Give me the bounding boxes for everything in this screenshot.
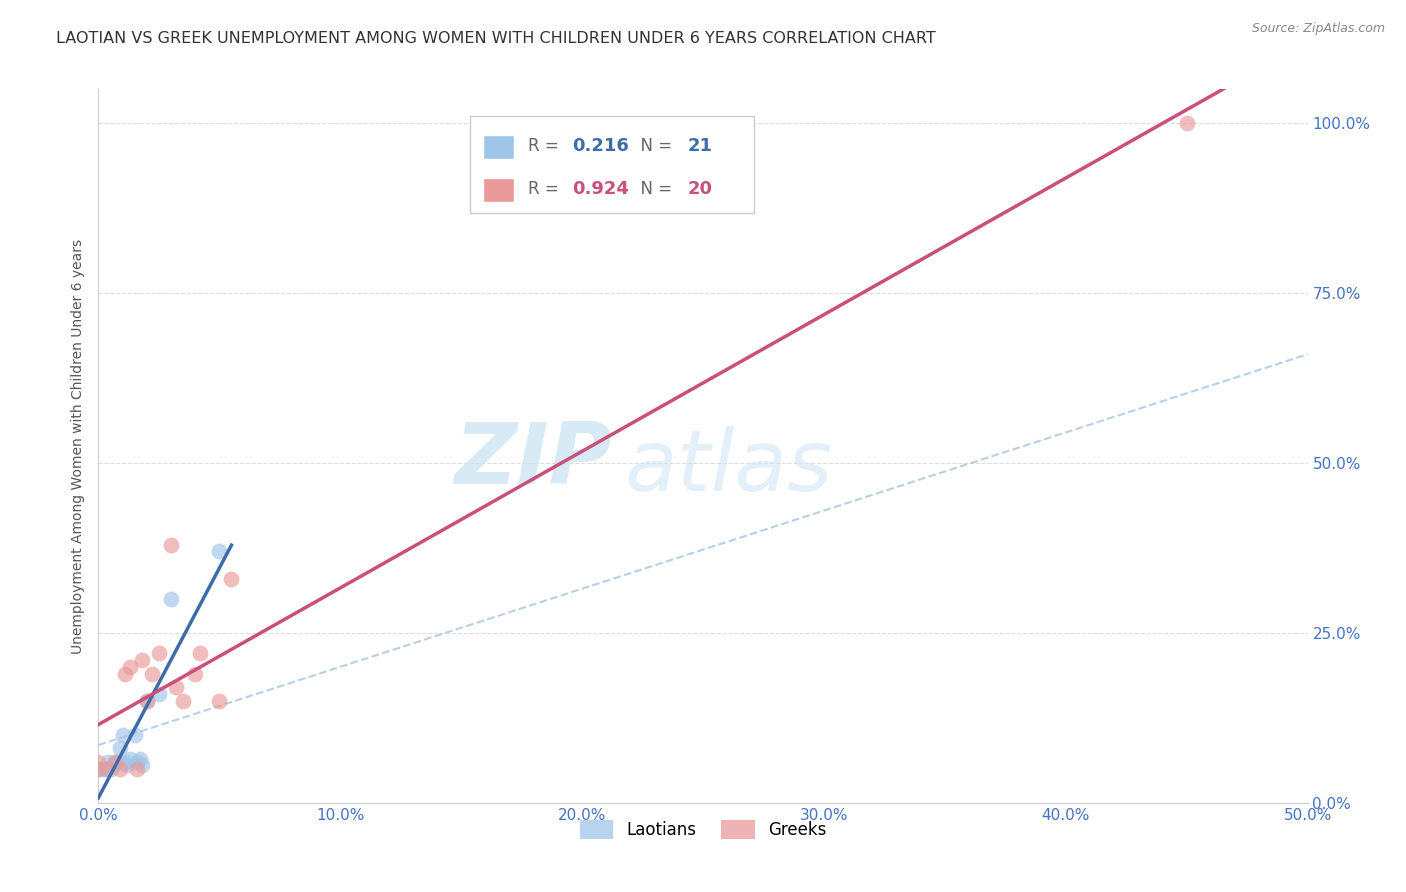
Point — [101, 758, 124, 772]
Point — [148, 646, 170, 660]
Point — [117, 758, 139, 772]
Point — [118, 660, 141, 674]
Point — [114, 755, 136, 769]
Point — [108, 741, 131, 756]
Text: atlas: atlas — [624, 425, 832, 509]
Y-axis label: Unemployment Among Women with Children Under 6 years: Unemployment Among Women with Children U… — [70, 238, 84, 654]
Point — [87, 755, 110, 769]
Point — [148, 687, 170, 701]
FancyBboxPatch shape — [470, 116, 754, 212]
Text: Source: ZipAtlas.com: Source: ZipAtlas.com — [1251, 22, 1385, 36]
Text: 20: 20 — [688, 180, 713, 198]
Point — [107, 755, 129, 769]
Point — [128, 751, 150, 765]
Point — [104, 755, 127, 769]
Point — [188, 646, 211, 660]
Point — [221, 572, 243, 586]
Text: 0.924: 0.924 — [572, 180, 630, 198]
Point — [104, 755, 127, 769]
Point — [208, 544, 231, 558]
Point — [135, 694, 157, 708]
Point — [160, 591, 183, 606]
Text: 0.216: 0.216 — [572, 137, 630, 155]
Point — [1175, 116, 1198, 130]
Point — [91, 762, 114, 776]
Point — [114, 666, 136, 681]
Point — [131, 653, 153, 667]
Point — [100, 762, 122, 776]
Point — [172, 694, 194, 708]
Text: ZIP: ZIP — [454, 418, 613, 502]
Point — [87, 762, 110, 776]
Text: LAOTIAN VS GREEK UNEMPLOYMENT AMONG WOMEN WITH CHILDREN UNDER 6 YEARS CORRELATIO: LAOTIAN VS GREEK UNEMPLOYMENT AMONG WOME… — [56, 31, 936, 46]
Text: R =: R = — [527, 137, 564, 155]
Point — [97, 755, 120, 769]
Point — [160, 537, 183, 551]
Legend: Laotians, Greeks: Laotians, Greeks — [574, 814, 832, 846]
Point — [135, 694, 157, 708]
Point — [165, 680, 187, 694]
Point — [108, 762, 131, 776]
Point — [131, 758, 153, 772]
Point — [184, 666, 207, 681]
Point — [97, 762, 120, 776]
FancyBboxPatch shape — [482, 178, 515, 202]
Point — [94, 762, 117, 776]
Text: N =: N = — [630, 137, 678, 155]
Point — [208, 694, 231, 708]
FancyBboxPatch shape — [482, 135, 515, 159]
Text: 21: 21 — [688, 137, 713, 155]
Point — [141, 666, 163, 681]
Point — [87, 762, 110, 776]
Point — [127, 755, 149, 769]
Text: R =: R = — [527, 180, 564, 198]
Point — [111, 728, 134, 742]
Point — [127, 762, 149, 776]
Point — [118, 751, 141, 765]
Text: N =: N = — [630, 180, 678, 198]
Point — [124, 728, 146, 742]
